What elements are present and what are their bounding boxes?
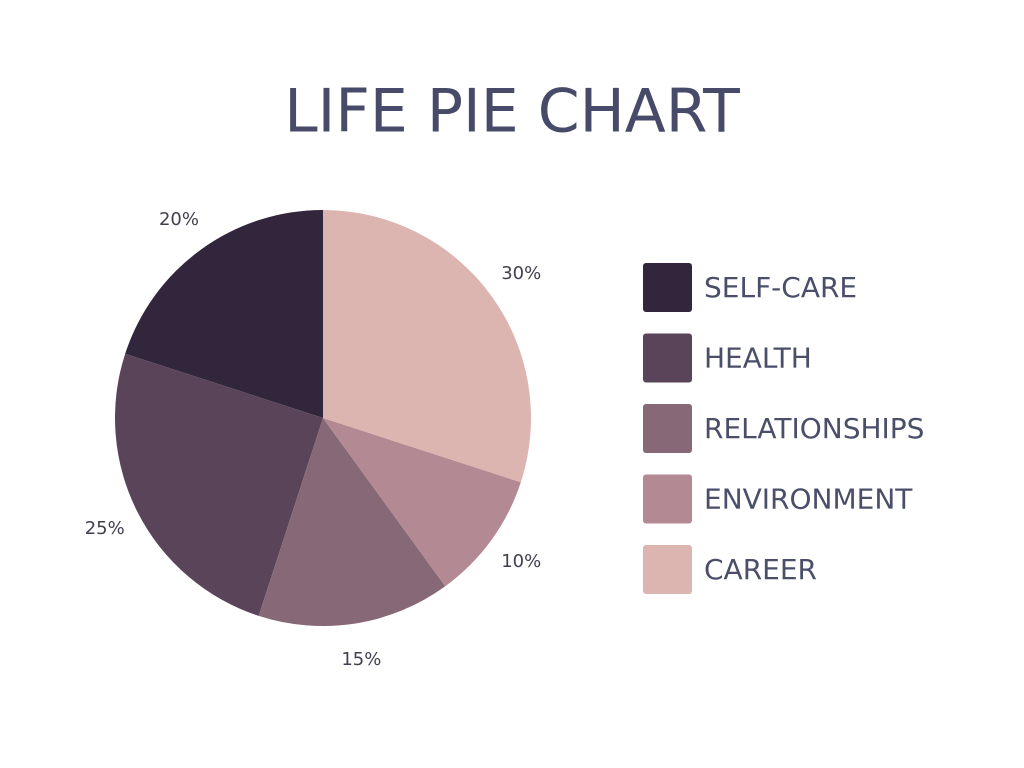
- pie-slice: [323, 418, 521, 587]
- legend-label: HEALTH: [704, 342, 812, 375]
- legend-label: RELATIONSHIPS: [704, 412, 924, 445]
- legend-swatch: [643, 404, 692, 453]
- legend-label: CAREER: [704, 553, 817, 586]
- slice-label: 30%: [501, 263, 541, 284]
- pie-slice: [258, 418, 446, 626]
- legend-swatch: [643, 333, 692, 383]
- pie-slice: [323, 210, 531, 483]
- slice-label: 25%: [85, 518, 125, 539]
- legend-swatch: [643, 263, 692, 312]
- slice-label: 20%: [159, 209, 199, 230]
- legend-swatch: [643, 545, 692, 594]
- pie-slice: [114, 353, 324, 616]
- legend-swatch: [643, 474, 692, 524]
- slice-label: 10%: [501, 551, 541, 572]
- pie-slice: [125, 210, 324, 418]
- legend-label: ENVIRONMENT: [704, 483, 913, 516]
- chart-title: LIFE PIE CHART: [284, 77, 740, 147]
- slice-label: 15%: [341, 649, 381, 670]
- legend-label: SELF-CARE: [704, 271, 857, 304]
